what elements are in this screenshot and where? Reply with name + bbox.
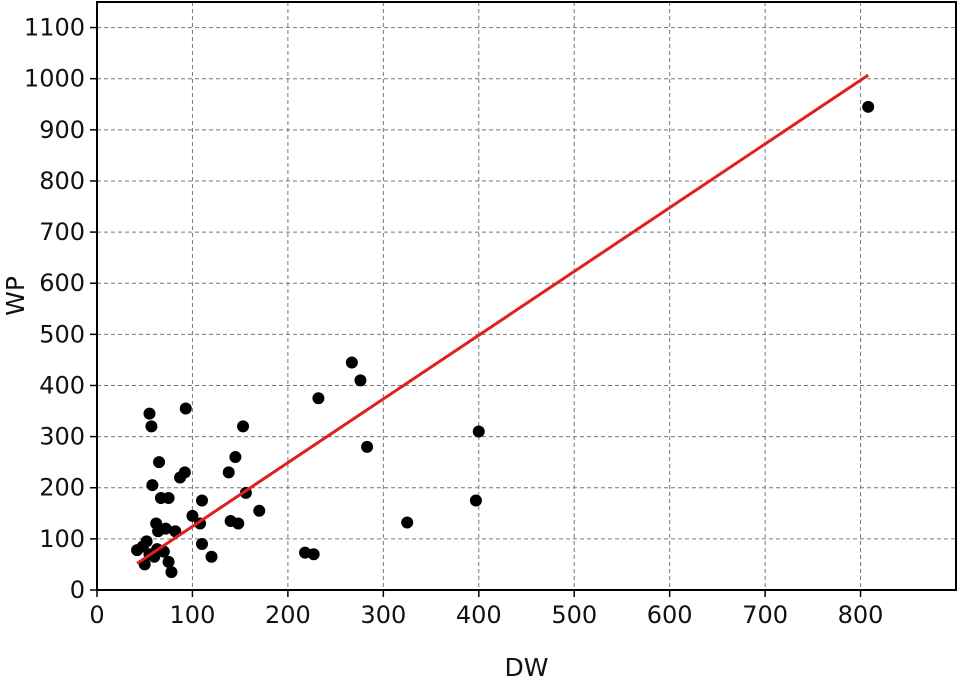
data-point	[162, 555, 175, 568]
y-tick-label: 300	[39, 423, 85, 451]
data-point	[195, 494, 208, 507]
data-point	[153, 456, 166, 469]
data-point	[140, 535, 153, 548]
y-tick-label: 900	[39, 116, 85, 144]
y-tick-label: 1100	[24, 14, 85, 42]
y-tick-label: 400	[39, 371, 85, 399]
data-points	[131, 100, 875, 579]
x-tick-label: 300	[360, 601, 406, 629]
x-tick-label: 700	[742, 601, 788, 629]
data-point	[237, 420, 250, 433]
data-point	[307, 548, 320, 561]
data-point	[862, 100, 875, 113]
data-point	[253, 504, 266, 517]
data-point	[205, 550, 218, 563]
x-tick-label: 800	[838, 601, 884, 629]
data-point	[143, 407, 156, 420]
data-point	[222, 466, 235, 479]
data-point	[229, 451, 242, 464]
data-point	[145, 420, 158, 433]
regression-line	[136, 73, 870, 565]
x-axis-title: DW	[505, 653, 549, 682]
x-tick-label: 0	[89, 601, 104, 629]
data-point	[312, 392, 325, 405]
data-point	[361, 440, 374, 453]
data-point	[165, 566, 178, 579]
y-tick-label: 1000	[24, 65, 85, 93]
y-tick-label: 500	[39, 320, 85, 348]
x-tick-label: 500	[551, 601, 597, 629]
x-tick-label: 200	[265, 601, 311, 629]
data-point	[472, 425, 485, 438]
data-point	[345, 356, 358, 369]
x-tick-label: 100	[170, 601, 216, 629]
data-point	[232, 517, 245, 530]
y-tick-label: 600	[39, 269, 85, 297]
y-tick-label: 0	[70, 576, 85, 604]
y-tick-label: 700	[39, 218, 85, 246]
grid	[97, 2, 956, 590]
data-point	[162, 491, 175, 504]
x-tick-label: 600	[647, 601, 693, 629]
y-tick-label: 200	[39, 474, 85, 502]
data-point	[469, 494, 482, 507]
y-tick-label: 100	[39, 525, 85, 553]
data-point	[401, 516, 414, 529]
data-point	[195, 537, 208, 550]
data-point	[159, 522, 172, 535]
data-point	[179, 402, 192, 415]
data-point	[354, 374, 367, 387]
y-axis-title: WP	[1, 276, 30, 316]
data-point	[186, 509, 199, 522]
data-point	[178, 466, 191, 479]
ticks: 0 100 200 300 400 500 600 700 800 0 100 200 300 400 50…	[24, 14, 884, 629]
data-point	[146, 479, 159, 492]
x-tick-label: 400	[456, 601, 502, 629]
fit-line-layer	[136, 73, 870, 565]
y-tick-label: 800	[39, 167, 85, 195]
plot-frame	[96, 1, 957, 591]
